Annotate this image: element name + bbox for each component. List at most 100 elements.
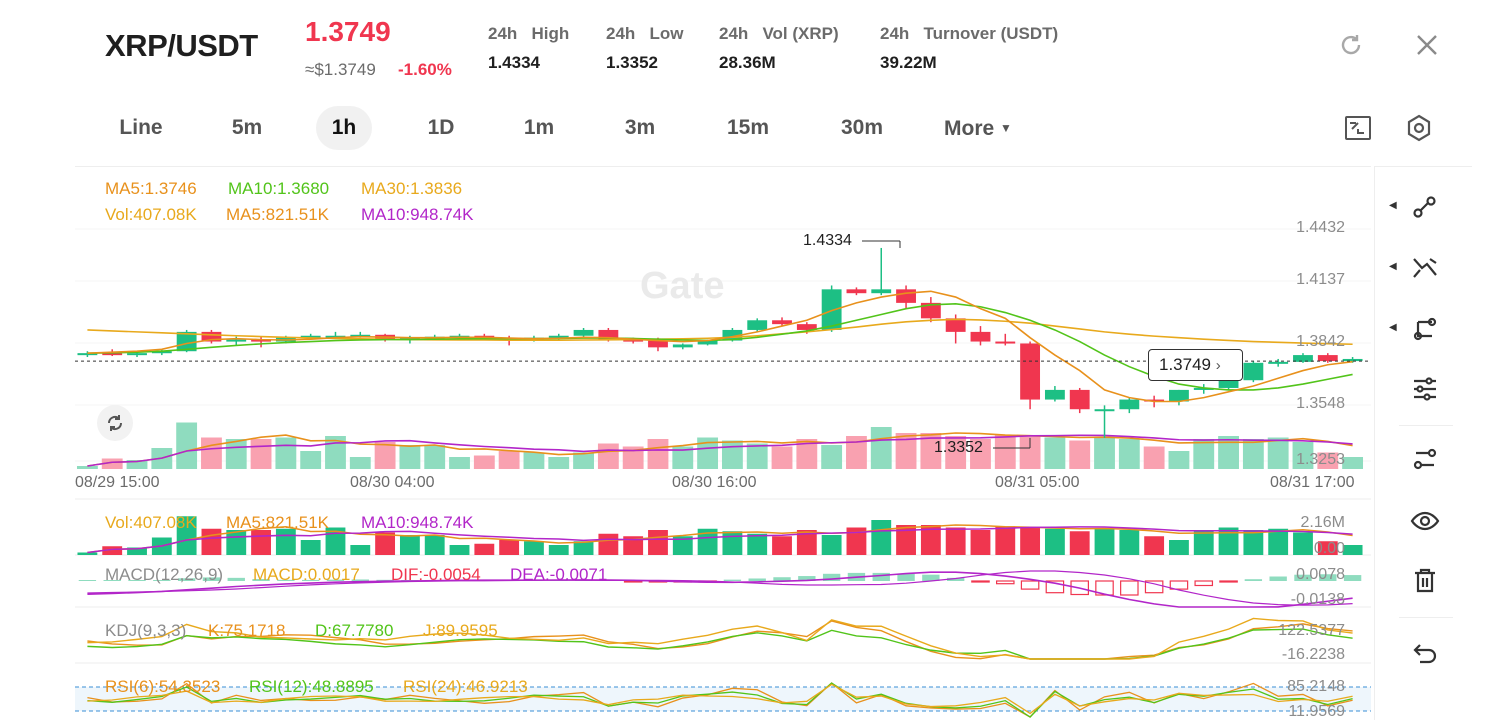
- volume-panel-bar: [1119, 530, 1140, 555]
- candle-body: [598, 329, 619, 340]
- line-tool[interactable]: ◀: [1389, 187, 1447, 227]
- volume-panel-bar: [1317, 541, 1338, 555]
- macd-bar: [996, 580, 1015, 585]
- legend-vol: Vol:407.08K: [105, 205, 197, 224]
- legend-d: D:67.7780: [315, 621, 394, 640]
- tab-more[interactable]: More ▼: [944, 106, 1034, 150]
- candle-body: [1218, 380, 1239, 388]
- volume-bar: [920, 433, 942, 469]
- undo-tool[interactable]: [1403, 633, 1447, 673]
- tab-5m[interactable]: 5m: [231, 116, 263, 139]
- polygon-icon: [1413, 317, 1437, 341]
- kline-chart[interactable]: Gate MA5:1.3746 MA10:1.3680 MA30:1.3836 …: [75, 166, 1371, 720]
- volume-panel-bar: [548, 545, 569, 555]
- volume-bar: [1094, 437, 1115, 469]
- stat-value: 28.36M: [719, 53, 776, 72]
- volume-panel-bar: [499, 540, 520, 555]
- x-tick: 08/29 15:00: [75, 474, 160, 491]
- volume-bar: [994, 434, 1016, 469]
- macd-bar: [748, 578, 766, 581]
- macd-dea-line: [87, 570, 1353, 606]
- macd-bar: [78, 580, 97, 581]
- eye-icon: [1410, 511, 1440, 531]
- magnet-tool[interactable]: [1403, 439, 1447, 479]
- interval-tabs: Line 5m 1h 1D 1m 3m 15m 30m More ▼: [96, 106, 1396, 152]
- visibility-tool[interactable]: [1403, 501, 1447, 541]
- stat-value: 39.22M: [880, 53, 937, 72]
- macd-bar: [376, 579, 394, 581]
- volume-bar: [870, 427, 892, 469]
- tab-1d[interactable]: 1D: [427, 116, 455, 139]
- volume-panel-bar: [399, 535, 420, 555]
- macd-axis-min: -0.0138: [1290, 591, 1345, 608]
- macd-bar: [773, 577, 791, 581]
- volume-bar: [697, 437, 719, 469]
- settings-icon[interactable]: [1403, 112, 1435, 144]
- legend-rsi24: RSI(24):46.9213: [403, 677, 528, 696]
- volume-bar: [821, 445, 843, 469]
- caret-down-icon: ▼: [1000, 121, 1012, 135]
- stat-low: 24h Low 1.3352: [606, 24, 683, 73]
- trash-icon: [1415, 568, 1435, 593]
- line-segment-icon: [1413, 196, 1436, 218]
- candle-body: [846, 289, 867, 294]
- macd-bar: [1070, 580, 1089, 596]
- expand-arrow-icon: ◀: [1389, 200, 1397, 211]
- volume-bar: [746, 443, 768, 469]
- high-callout: 1.4334: [803, 232, 852, 249]
- drawing-toolbar: ◀ ◀ ◀: [1374, 166, 1472, 720]
- trend-tool[interactable]: ◀: [1389, 248, 1447, 288]
- candle-body: [548, 335, 569, 338]
- volume-panel-bar: [251, 530, 271, 555]
- tab-15m[interactable]: 15m: [726, 116, 770, 139]
- tab-30m[interactable]: 30m: [840, 116, 884, 139]
- indicator-tool[interactable]: [1403, 369, 1447, 409]
- macd-bar: [177, 578, 196, 581]
- volume-panel-bar: [970, 530, 991, 555]
- candle-body: [1293, 355, 1313, 362]
- candle-body: [1020, 343, 1041, 400]
- volume-panel-bar: [1268, 528, 1289, 555]
- volume-panel-bar: [573, 541, 594, 555]
- chart-style-icon[interactable]: [1342, 112, 1374, 144]
- volume-bar: [275, 437, 297, 469]
- candle-body: [623, 339, 644, 342]
- pair-name[interactable]: XRP/USDT: [105, 28, 258, 63]
- rsi24-line: [87, 683, 1353, 715]
- tab-line[interactable]: Line: [119, 116, 163, 139]
- volume-panel-bar: [300, 540, 321, 555]
- macd-dif-line: [87, 571, 1353, 608]
- x-tick: 08/31 17:00: [1270, 474, 1355, 491]
- macd-bar: [202, 577, 221, 581]
- volume-panel-bar: [920, 525, 941, 555]
- delete-tool[interactable]: [1403, 561, 1447, 601]
- volume-panel-bar: [896, 525, 916, 555]
- volume-bar: [846, 436, 867, 469]
- close-icon[interactable]: [1412, 30, 1442, 60]
- volume-bar: [1317, 452, 1339, 469]
- tab-3m[interactable]: 3m: [624, 116, 656, 139]
- kdj-j-line: [87, 617, 1353, 660]
- volume-bar: [771, 446, 793, 469]
- volume-panel-bar: [1342, 545, 1363, 555]
- refresh-icon[interactable]: [1336, 30, 1366, 60]
- volume-bar: [1118, 439, 1140, 469]
- macd-bar: [1294, 574, 1312, 581]
- volume-bar: [647, 439, 669, 469]
- shape-tool[interactable]: ◀: [1389, 309, 1447, 349]
- volume-panel-bar: [424, 535, 445, 555]
- volume-bar: [895, 433, 917, 469]
- volume-bar: [1044, 437, 1066, 469]
- macd-bar: [1020, 580, 1040, 590]
- legend-dif: DIF:-0.0054: [391, 565, 481, 584]
- candle-body: [896, 289, 916, 303]
- current-price-tag[interactable]: 1.3749 ›: [1148, 349, 1243, 381]
- volume-panel-bar: [1169, 540, 1189, 555]
- legend-ma30: MA30:1.3836: [361, 179, 463, 198]
- reset-chart-icon[interactable]: [97, 405, 133, 441]
- volume-panel-bar: [623, 536, 644, 555]
- rsi-axis-min: 11.9569: [1288, 703, 1345, 720]
- volume-bar: [1218, 436, 1239, 469]
- tab-1h[interactable]: 1h: [316, 106, 372, 150]
- tab-1m[interactable]: 1m: [523, 116, 555, 139]
